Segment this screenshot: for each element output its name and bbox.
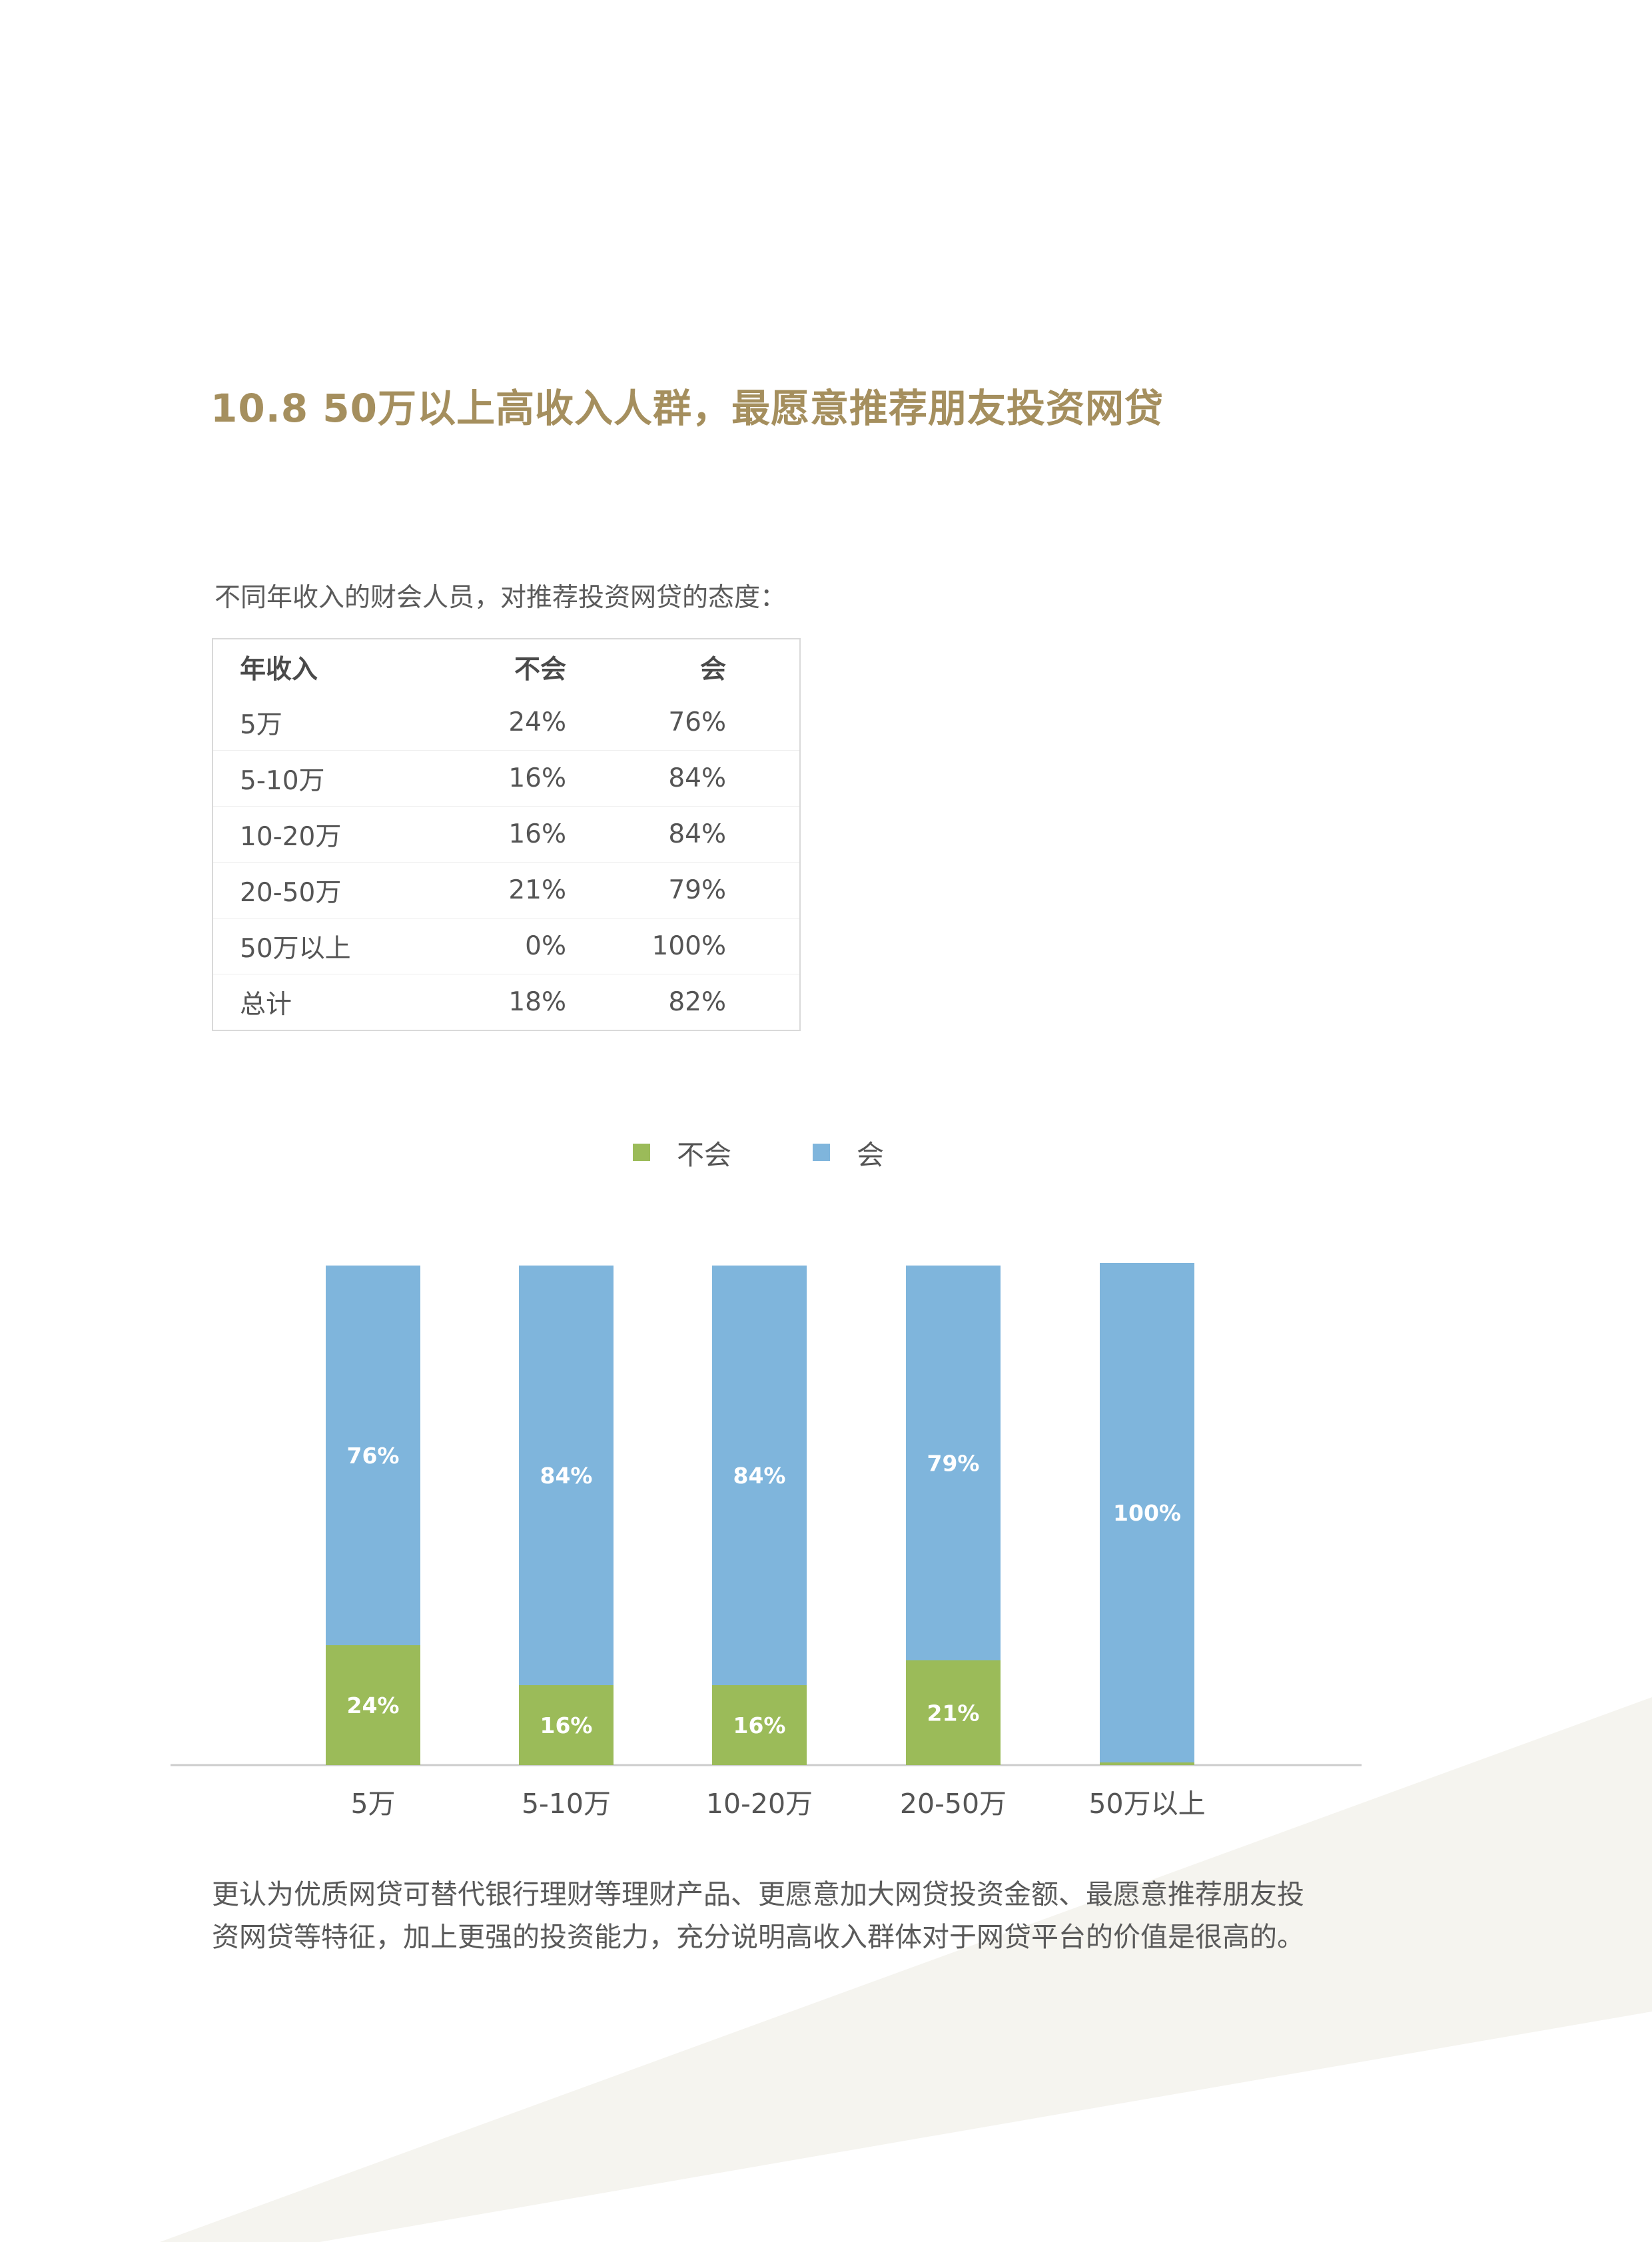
table-header-row: 年收入 不会 会 [213,639,799,695]
table-row: 5万 24% 76% [213,695,799,751]
table-row: 10-20万 16% 84% [213,806,799,863]
stacked-bar-chart: 24% 76% 5万 16% 84% 5-10万 16% 84% 10-20万 21% 79% 20-… [171,1263,1362,1820]
body-paragraph: 更认为优质网贷可替代银行理财等理财产品、更愿意加大网贷投资金额、最愿意推荐朋友投… [212,1878,1304,1953]
x-tick-label: 5-10万 [522,1788,611,1820]
section-heading: 10.8 50万以上高收入人群，最愿意推荐朋友投资网贷 [210,386,1164,431]
x-tick-label: 50万以上 [1088,1788,1205,1820]
cell-income: 20-50万 [213,862,473,919]
cell-income: 总计 [213,974,473,1030]
cell-income: 50万以上 [213,918,473,974]
table-row: 20-50万 21% 79% [213,862,799,919]
x-tick-label: 5万 [350,1788,395,1820]
table-row: 50万以上 0% 100% [213,918,799,974]
header-no: 不会 [514,654,566,685]
header-yes: 会 [699,654,726,685]
bar-segment-no [326,1645,420,1765]
bar-data-label: 16% [733,1712,786,1738]
bar-segment-no [712,1685,807,1765]
cell-yes: 100% [566,918,799,974]
cell-no: 16% [473,750,566,807]
cell-no: 18% [473,974,566,1030]
bar-data-label: 84% [733,1463,786,1489]
cell-no: 0% [473,918,566,974]
x-tick-label: 20-50万 [900,1788,1007,1820]
cell-income: 5-10万 [213,750,473,807]
bar-data-label: 79% [927,1450,980,1476]
cell-yes: 82% [566,974,799,1030]
cell-no: 21% [473,862,566,919]
legend-label-no: 不会 [677,1139,731,1171]
legend-swatch-no [633,1144,650,1161]
legend-item-no: 不会 [633,1132,731,1172]
bar-segment-no [519,1685,614,1765]
table-row: 5-10万 16% 84% [213,750,799,807]
bar-segment-yes [1100,1263,1194,1762]
cell-no: 16% [473,806,566,863]
table-row: 总计 18% 82% [213,974,799,1030]
cell-yes: 76% [668,707,726,737]
bar-data-label: 24% [347,1692,400,1718]
table-intro: 不同年收入的财会人员，对推荐投资网贷的态度： [214,583,787,613]
x-tick-label: 10-20万 [706,1788,813,1820]
bar-segment-no [906,1660,1001,1765]
legend-label-yes: 会 [857,1139,884,1171]
cell-no: 24% [508,707,566,737]
bar-segment-yes [712,1266,807,1685]
cell-income: 5万 [240,709,282,740]
legend-item-yes: 会 [813,1132,884,1172]
cell-yes: 79% [566,862,799,919]
bar-segment-no [1100,1762,1194,1765]
bar-data-label: 16% [540,1712,593,1738]
bar-data-label: 21% [927,1700,980,1726]
cell-yes: 84% [566,750,799,807]
bar-data-label: 76% [347,1443,400,1469]
bar-data-label: 100% [1113,1500,1181,1526]
cell-yes: 84% [566,806,799,863]
bar-segment-yes [906,1266,1001,1661]
bar-segment-yes [519,1266,614,1685]
header-income: 年收入 [240,654,318,685]
legend-swatch-yes [813,1144,830,1161]
income-table: 年收入 不会 会 5万 24% 76% 5-10万 16% 84% 10-20万… [212,638,801,1031]
bar-data-label: 84% [540,1463,593,1489]
bar-segment-yes [326,1266,420,1645]
cell-income: 10-20万 [213,806,473,863]
